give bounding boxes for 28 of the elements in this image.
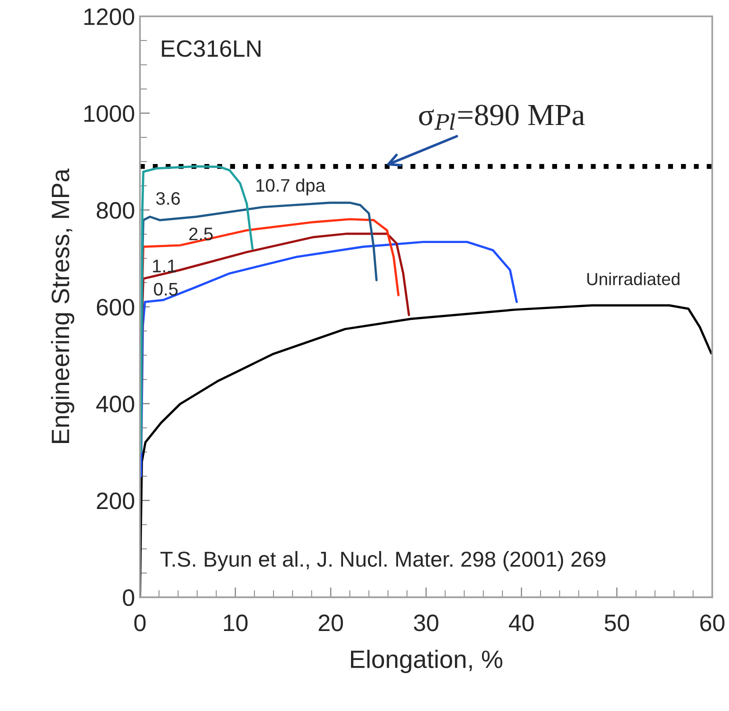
x-tick-label: 20 (318, 614, 343, 632)
line-series (140, 240, 518, 478)
series-label: 1.1 (153, 260, 176, 272)
y-tick-label: 600 (96, 298, 134, 316)
y-tick-label: 800 (96, 202, 134, 219)
y-tick-label: 1000 (84, 105, 134, 122)
series-label: Unirradiated (587, 272, 680, 286)
x-tick-label: 30 (414, 614, 438, 632)
x-tick-label: 10 (224, 614, 248, 632)
y-axis-title: Engineering Stress, MPa (50, 168, 74, 443)
annotation: σ$_{Pl}$=890 MPa (419, 104, 585, 130)
x-tick-label: 50 (604, 614, 630, 632)
line-series (141, 218, 400, 296)
x-tick-label: 40 (508, 614, 534, 632)
series-label: 3.6 (156, 192, 180, 205)
x-tick-label: 0 (134, 614, 146, 632)
x-axis-title: Elongation, % (351, 650, 502, 674)
y-tick-label: 0 (122, 589, 134, 606)
series-label: 2.5 (189, 228, 213, 240)
annotation: EC316LN (162, 40, 260, 57)
series-label: 10.7 dpa (256, 178, 326, 196)
y-tick-label: 400 (96, 396, 134, 412)
y-tick-label: 200 (96, 492, 134, 510)
x-tick-label: 60 (700, 614, 724, 632)
y-tick-label: 1200 (84, 8, 134, 26)
annotation: T.S. Byun et al., J. Nucl. Mater. 298 (2001) 269 (160, 551, 606, 572)
series-label: 0.5 (154, 282, 178, 296)
line-series (140, 165, 254, 454)
